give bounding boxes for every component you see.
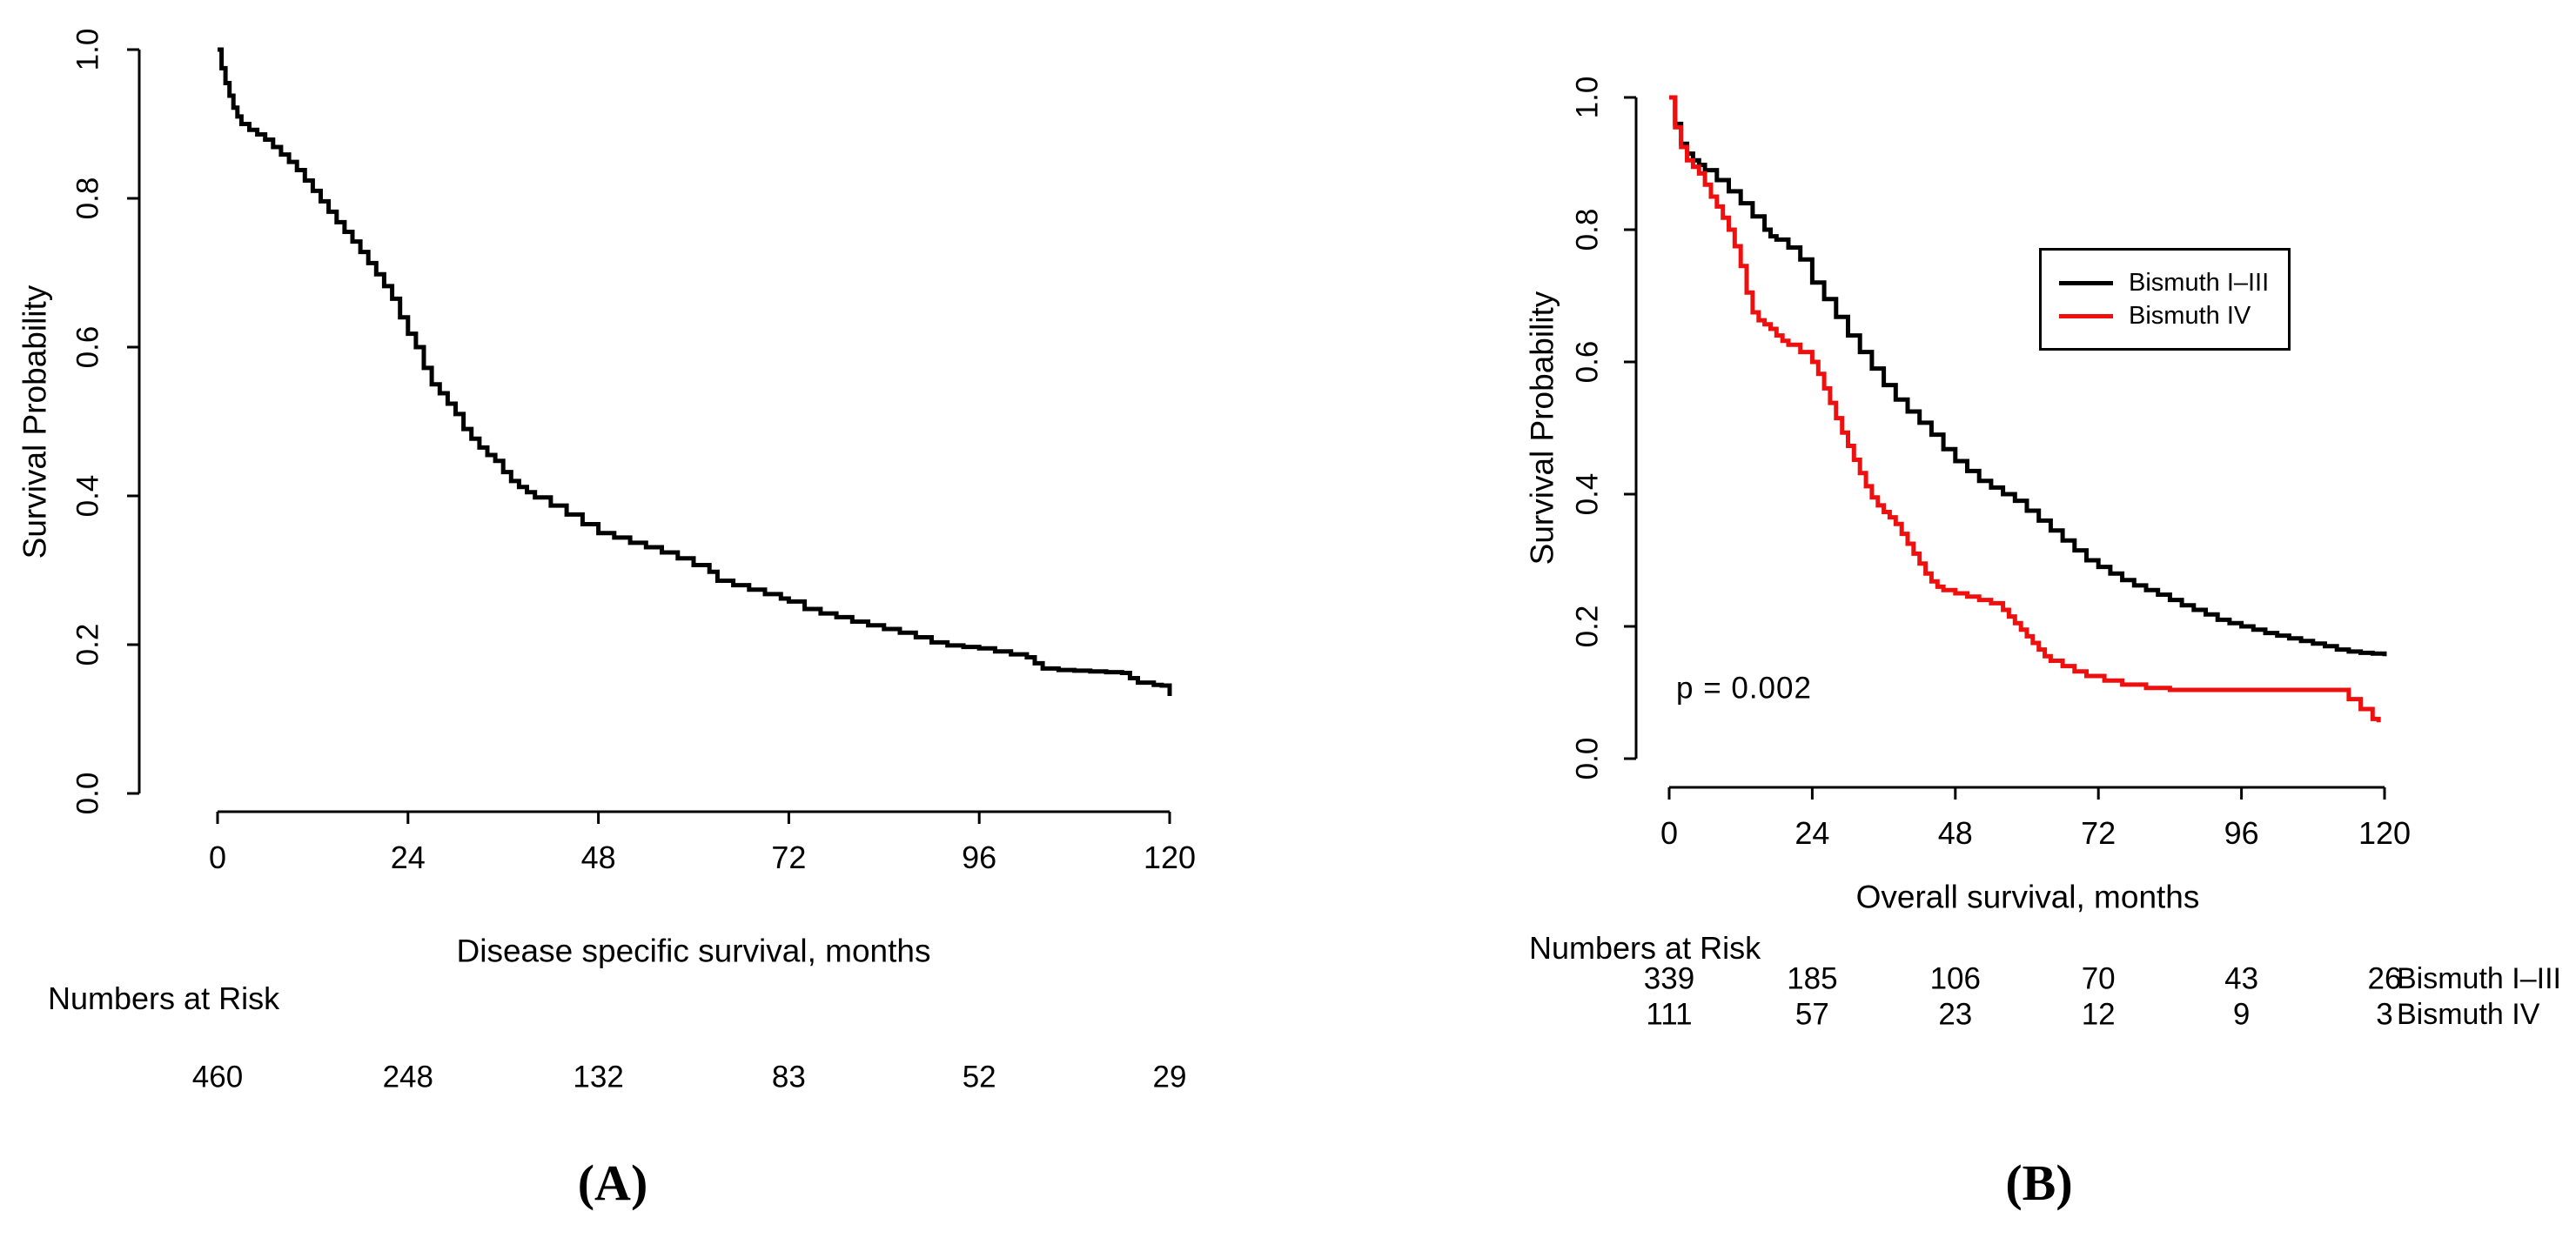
panel-a-y-tick-label: 0.6 [70,325,105,369]
panel-a-x-tick-label: 24 [390,840,426,875]
legend-line-bismuth-iv-icon [2059,313,2113,318]
panel-b-y-tick-label: 0.0 [1570,737,1605,780]
panel-b-y-tick-label: 0.8 [1570,208,1605,251]
panel-b-risk-value: 43 [2224,961,2259,996]
legend-box: Bismuth I–III Bismuth IV [2039,248,2291,351]
panel-b-x-tick-label: 96 [2224,815,2259,851]
panel-b-risk-value: 3 [2376,997,2393,1032]
legend-entry-bismuth-i-iii: Bismuth I–III [2059,268,2288,297]
panel-b-risk-value: 339 [1643,961,1695,996]
panel-b-risk-value: 57 [1794,997,1829,1032]
panel-a-y-tick-label: 0.0 [70,772,105,815]
panel-b-risk-value: 23 [1938,997,1973,1032]
panel-b-x-tick-label: 120 [2358,815,2412,851]
panel-b-numbers-at-risk-heading: Numbers at Risk [1529,930,1761,966]
panel-a-risk-value: 132 [573,1060,624,1094]
panel-a-y-tick-label: 0.2 [70,623,105,666]
panel-a-risk-value: 248 [382,1060,433,1094]
panel-b-p-value: p = 0.002 [1676,671,1812,706]
panel-b-x-tick-label: 0 [1660,815,1679,851]
panel-a-risk-value: 52 [962,1060,996,1094]
panel-b-x-tick-label: 72 [2081,815,2116,851]
panel-b-risk-value: 70 [2081,961,2116,996]
panel-a-km-curve-series-0 [218,47,1172,696]
panel-a-y-tick-label: 0.4 [70,474,105,518]
panel-a-risk-value: 83 [771,1060,806,1094]
panel-b-x-tick-label: 48 [1937,815,1973,851]
panel-a-y-tick-label: 1.0 [70,28,105,71]
panel-a-x-tick-label: 96 [962,840,997,875]
legend-label-bismuth-iv: Bismuth IV [2129,301,2251,330]
panel-b-risk-value: 185 [1787,961,1838,996]
panel-b-x-tick-label: 24 [1794,815,1830,851]
panel-a-y-tick-label: 0.8 [70,177,105,220]
panel-b-y-tick-label: 1.0 [1570,76,1605,119]
panel-b-letter: (B) [2005,1154,2073,1211]
panel-b-risk-value: 106 [1929,961,1981,996]
panel-b-risk-value: 12 [2081,997,2116,1032]
panel-b-risk-row-label-bismuth-iv: Bismuth IV [2397,998,2540,1031]
panel-a-letter: (A) [577,1154,648,1211]
panel-b-risk-value: 111 [1646,997,1693,1032]
panel-a-x-tick-label: 72 [771,840,807,875]
panel-a-y-axis-title: Survival Probability [17,284,53,559]
panel-a-x-axis-title: Disease specific survival, months [456,933,931,969]
panel-b-risk-value: 26 [2367,961,2402,996]
legend-entry-bismuth-iv: Bismuth IV [2059,301,2288,330]
panel-b-y-tick-label: 0.4 [1570,472,1605,516]
panel-b-risk-value: 9 [2232,997,2251,1032]
panel-b-km-curve-bismuth-i-iii [1669,95,2387,657]
panel-a-numbers-at-risk-heading: Numbers at Risk [48,980,280,1016]
panel-a-x-tick-label: 0 [208,840,227,875]
legend-line-bismuth-i-iii-icon [2059,280,2113,285]
panel-b-y-axis-title: Survival Probability [1524,291,1560,565]
panel-b-y-tick-label: 0.2 [1570,605,1605,648]
panel-a-x-tick-label: 120 [1143,840,1197,875]
panel-b-y-tick-label: 0.6 [1570,340,1605,384]
panel-a-risk-value: 29 [1152,1060,1187,1094]
legend-label-bismuth-i-iii: Bismuth I–III [2129,268,2270,297]
panel-a-x-tick-label: 48 [580,840,616,875]
panel-b-risk-row-label-bismuth-i-iii: Bismuth I–III [2397,962,2561,995]
panel-a-risk-value: 460 [191,1060,244,1094]
panel-b-x-axis-title: Overall survival, months [1855,879,2200,915]
panel-b-km-curve-bismuth-iv [1669,95,2381,723]
